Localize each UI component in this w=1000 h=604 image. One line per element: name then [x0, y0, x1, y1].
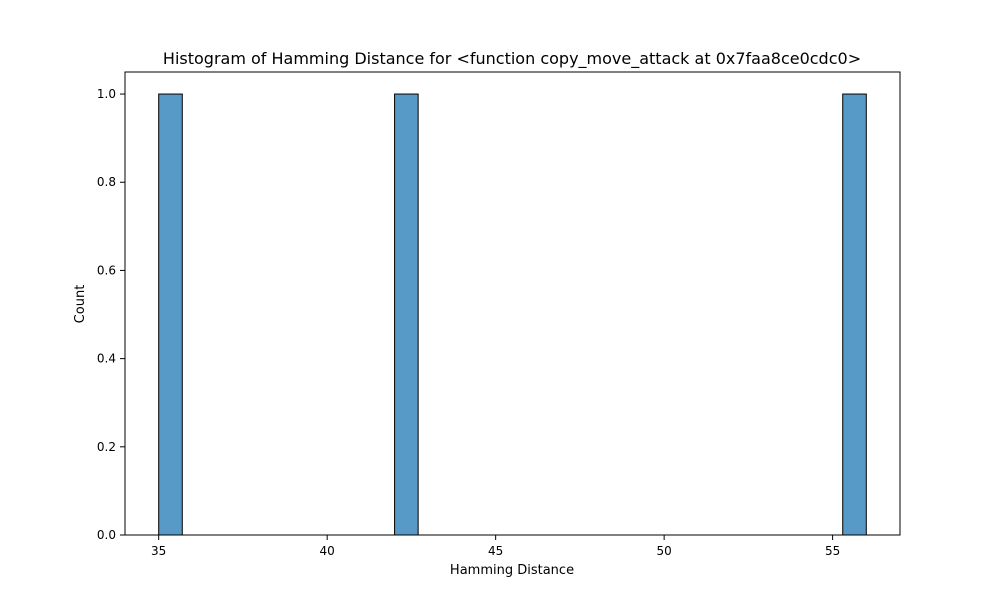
histogram-bar-0 — [158, 93, 183, 536]
x-tick-label: 35 — [151, 544, 166, 558]
chart-title: Histogram of Hamming Distance for <funct… — [163, 49, 861, 69]
x-tick-label: 55 — [825, 544, 840, 558]
y-axis-label: Count — [73, 285, 88, 324]
y-tick-label: 0.8 — [97, 175, 116, 189]
y-tick-label: 1.0 — [97, 87, 116, 101]
x-tick-label: 40 — [320, 544, 335, 558]
x-tick-label: 50 — [656, 544, 671, 558]
histogram-bar-2 — [842, 93, 867, 536]
y-tick-label: 0.2 — [97, 440, 116, 454]
y-tick-label: 0.0 — [97, 528, 116, 542]
y-tick-label: 0.4 — [97, 352, 116, 366]
y-axis-ticks: 0.0 0.2 0.4 0.6 0.8 1.0 — [97, 87, 125, 542]
x-axis-label: Hamming Distance — [450, 563, 574, 578]
x-tick-label: 45 — [488, 544, 503, 558]
plot-frame — [124, 71, 901, 536]
histogram-bar-1 — [394, 93, 419, 536]
x-axis-ticks: 35 40 45 50 55 — [151, 535, 840, 558]
y-tick-label: 0.6 — [97, 263, 116, 277]
bars-group — [158, 93, 867, 536]
